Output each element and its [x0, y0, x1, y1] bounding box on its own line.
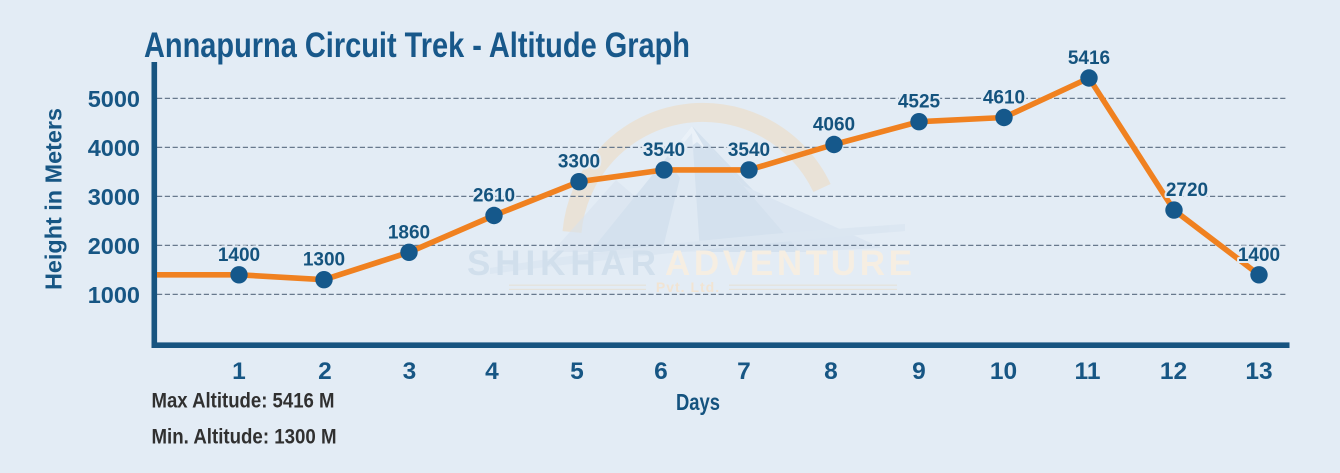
svg-text:3000: 3000	[88, 184, 140, 210]
svg-text:7: 7	[737, 358, 751, 385]
svg-text:12: 12	[1160, 358, 1187, 385]
svg-text:2610: 2610	[473, 186, 515, 207]
svg-text:2000: 2000	[88, 233, 140, 259]
svg-text:5: 5	[570, 358, 584, 385]
svg-text:SHIKHAR: SHIKHAR	[467, 244, 656, 283]
svg-text:Annapurna Circuit Trek - Altit: Annapurna Circuit Trek - Altitude Graph	[144, 26, 690, 65]
svg-text:13: 13	[1245, 358, 1272, 385]
svg-text:10: 10	[990, 358, 1017, 385]
svg-text:1400: 1400	[218, 245, 260, 266]
svg-text:6: 6	[654, 358, 668, 385]
svg-text:Min. Altitude: 1300 M: Min. Altitude: 1300 M	[152, 426, 337, 449]
svg-text:1300: 1300	[303, 250, 345, 271]
svg-text:3540: 3540	[643, 140, 685, 161]
svg-text:2: 2	[318, 358, 332, 385]
svg-text:3300: 3300	[558, 152, 600, 173]
svg-text:Days: Days	[676, 389, 720, 415]
svg-text:4525: 4525	[898, 92, 941, 113]
svg-text:Max Altitude: 5416 M: Max Altitude: 5416 M	[152, 390, 335, 413]
svg-text:4060: 4060	[813, 115, 855, 136]
svg-text:9: 9	[912, 358, 926, 385]
svg-text:1860: 1860	[388, 222, 430, 243]
svg-text:ADVENTURE: ADVENTURE	[665, 244, 912, 283]
svg-text:8: 8	[824, 358, 838, 385]
svg-text:4000: 4000	[88, 135, 140, 161]
svg-text:4: 4	[485, 358, 499, 385]
svg-text:5416: 5416	[1068, 48, 1110, 69]
svg-text:2720: 2720	[1166, 180, 1208, 201]
svg-text:3540: 3540	[728, 140, 770, 161]
svg-text:1: 1	[232, 358, 246, 385]
svg-text:Height in Meters: Height in Meters	[41, 108, 67, 290]
svg-text:1000: 1000	[88, 282, 140, 308]
svg-text:4610: 4610	[983, 88, 1025, 109]
svg-text:5000: 5000	[88, 86, 140, 112]
svg-text:3: 3	[403, 358, 417, 385]
svg-text:11: 11	[1075, 358, 1101, 385]
svg-text:Pvt. Ltd.: Pvt. Ltd.	[656, 279, 720, 295]
svg-text:1400: 1400	[1238, 245, 1280, 266]
